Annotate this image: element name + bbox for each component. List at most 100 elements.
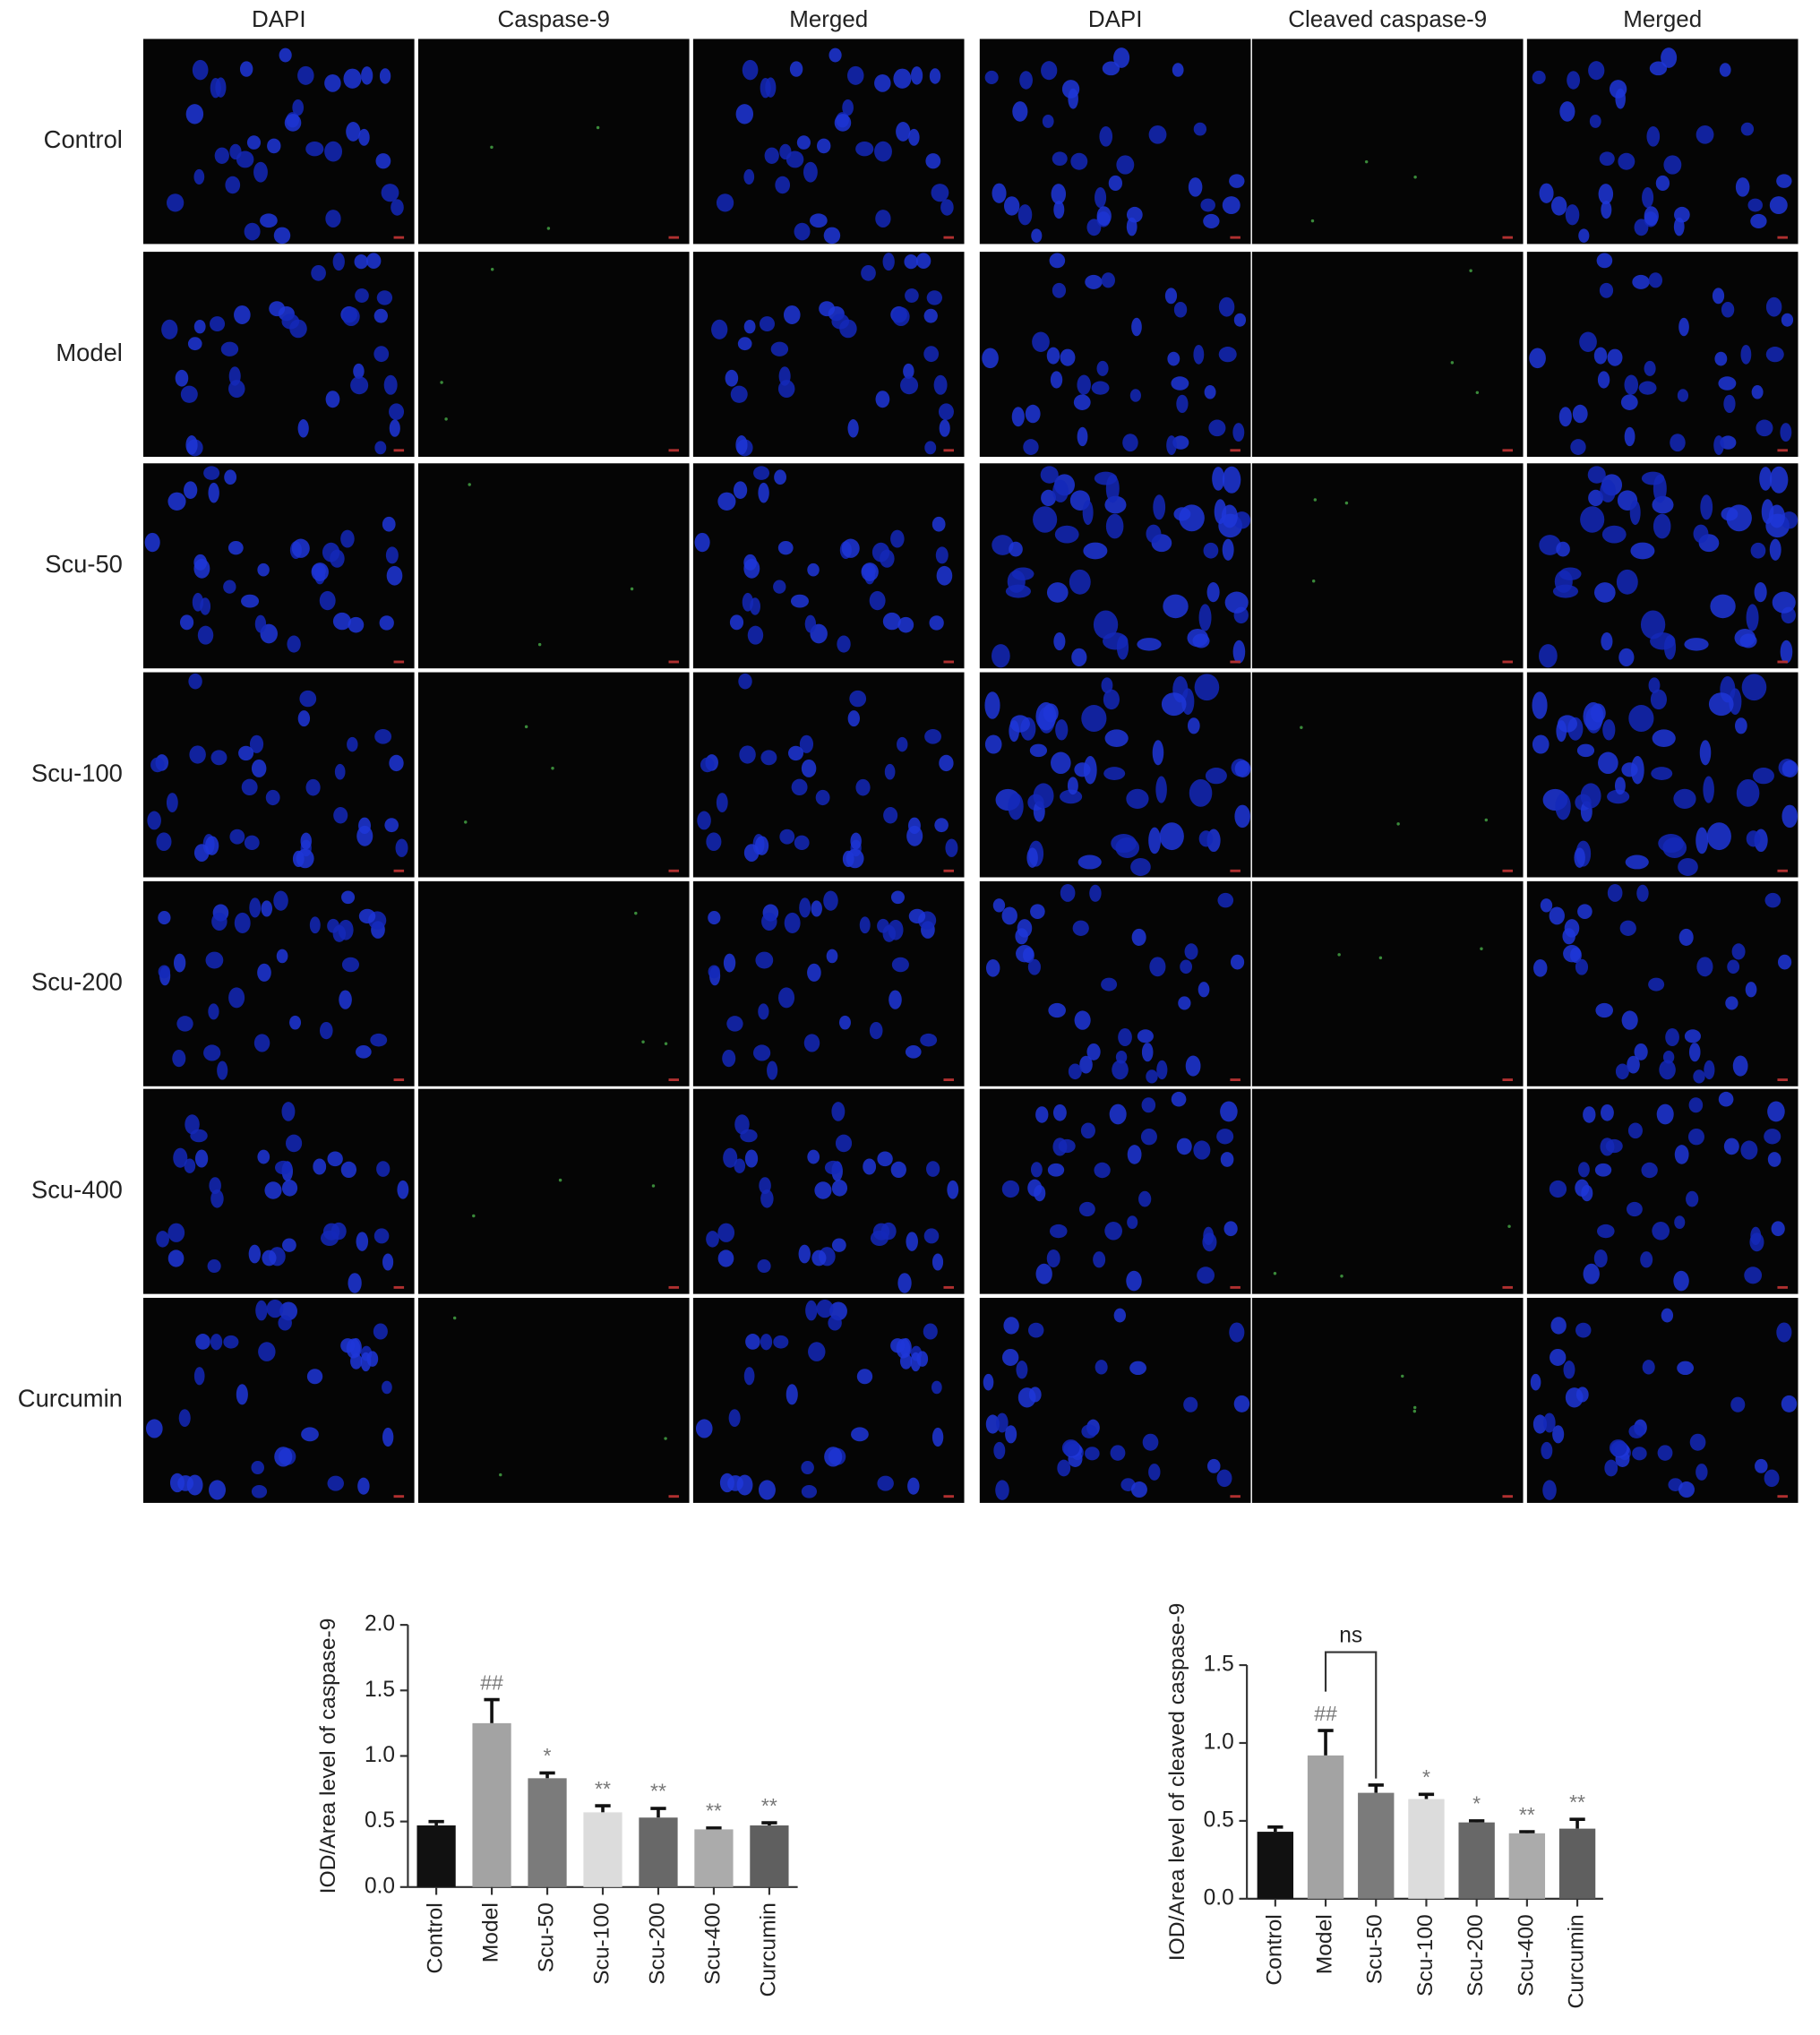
scale-bar — [943, 1495, 954, 1498]
signal-dot — [490, 267, 494, 271]
nucleus — [1232, 640, 1246, 664]
nucleus — [1167, 351, 1180, 366]
nucleus — [234, 305, 251, 324]
nucleus — [1126, 206, 1143, 223]
nucleus — [297, 65, 314, 85]
scale-bar — [668, 1495, 680, 1498]
nucleus — [1735, 717, 1747, 734]
nucleus — [706, 1231, 719, 1248]
y-tick-label: 1.5 — [365, 1678, 395, 1702]
micrograph — [979, 1297, 1251, 1503]
nucleus — [382, 516, 396, 532]
nucleus — [1714, 351, 1728, 366]
nucleus — [931, 1380, 942, 1395]
nucleus — [924, 441, 937, 455]
nucleus — [1085, 274, 1103, 289]
nucleus — [1153, 494, 1166, 520]
column-header: DAPI — [252, 5, 306, 32]
nucleus — [1206, 1458, 1221, 1473]
nucleus — [341, 890, 356, 905]
scale-bar — [1502, 660, 1514, 664]
nucleus — [1048, 1002, 1066, 1018]
nucleus — [1096, 360, 1109, 376]
nucleus — [1587, 466, 1606, 484]
nucleus — [1026, 847, 1038, 868]
scale-bar — [1502, 1285, 1514, 1289]
nucleus — [1146, 524, 1162, 544]
nucleus — [1126, 1270, 1142, 1292]
nucleus — [1781, 804, 1798, 829]
nucleus — [1596, 253, 1613, 269]
nucleus — [1605, 1138, 1623, 1154]
bracket-label: ns — [1339, 1624, 1362, 1648]
nucleus — [1104, 1222, 1122, 1241]
nucleus — [1095, 1360, 1108, 1375]
nucleus — [210, 1334, 223, 1351]
column-header: Merged — [789, 5, 868, 32]
x-tick-label: Control — [424, 1902, 448, 1973]
x-tick-label: Scu-400 — [1514, 1914, 1538, 1996]
scale-bar — [1777, 869, 1788, 872]
nucleus — [1755, 1458, 1768, 1473]
nucleus — [1704, 1060, 1715, 1080]
signal-dot — [1364, 159, 1369, 164]
nucleus — [1736, 778, 1760, 807]
nucleus — [1041, 489, 1056, 507]
nucleus — [1023, 439, 1039, 455]
nucleus — [723, 953, 736, 973]
nucleus — [783, 305, 801, 324]
nucleus — [325, 391, 340, 408]
scale-bar — [1230, 236, 1241, 239]
nucleus — [1017, 204, 1033, 226]
nucleus — [842, 99, 854, 116]
nucleus — [193, 558, 210, 579]
nucleus — [244, 222, 261, 241]
nucleus — [205, 951, 224, 969]
nucleus — [1198, 604, 1212, 631]
nucleus — [253, 1034, 270, 1052]
nucleus — [931, 184, 949, 202]
nucleus — [300, 832, 312, 850]
nucleus — [1130, 857, 1151, 876]
nucleus — [373, 308, 388, 323]
nucleus — [236, 150, 254, 168]
nucleus — [1008, 793, 1024, 820]
nucleus — [297, 710, 311, 727]
nucleus — [1091, 381, 1110, 395]
nucleus — [933, 374, 948, 395]
nucleus — [1532, 70, 1546, 85]
nucleus — [1077, 426, 1088, 447]
micrograph — [417, 672, 690, 878]
signal-dot — [490, 145, 494, 150]
micrograph — [692, 252, 965, 458]
nucleus — [267, 138, 281, 154]
nucleus — [1015, 928, 1028, 945]
nucleus — [938, 403, 954, 420]
nucleus — [228, 540, 244, 555]
nucleus — [1670, 434, 1686, 452]
nucleus — [1740, 1140, 1758, 1160]
nucleus — [1597, 1224, 1615, 1239]
nucleus — [1765, 347, 1784, 363]
y-tick-label: 0.0 — [365, 1874, 395, 1898]
nucleus — [333, 807, 348, 824]
bar — [1307, 1755, 1344, 1899]
nucleus — [1009, 541, 1023, 557]
nucleus — [1046, 347, 1060, 365]
scale-bar — [668, 449, 680, 452]
nucleus — [1012, 101, 1028, 122]
nucleus — [1731, 943, 1746, 960]
nucleus — [834, 114, 852, 132]
x-tick-label: Scu-100 — [1413, 1914, 1438, 1996]
micrograph-background — [1526, 252, 1799, 458]
nucleus — [319, 590, 336, 611]
nucleus — [274, 1447, 293, 1467]
nucleus — [1769, 196, 1788, 215]
nucleus — [940, 199, 954, 216]
nucleus — [1101, 677, 1113, 693]
nucleus — [1598, 751, 1618, 774]
significance-label: ** — [1519, 1803, 1535, 1826]
nucleus — [760, 1334, 773, 1351]
x-tick-label: Scu-200 — [1464, 1914, 1488, 1996]
nucleus — [1540, 898, 1553, 913]
